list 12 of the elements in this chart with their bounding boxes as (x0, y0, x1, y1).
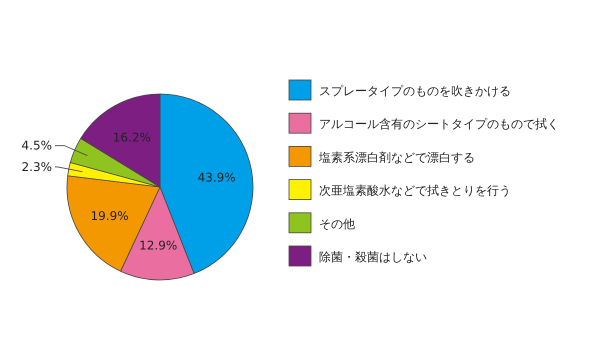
legend-label: スプレータイプのものを吹きかける (319, 84, 511, 98)
legend-label: その他 (319, 216, 355, 231)
data-label: 4.5% (22, 138, 52, 153)
data-label: 19.9% (90, 208, 129, 223)
legend-label: 塩素系漂白剤などで漂白する (318, 150, 475, 164)
legend-label: 除菌・殺菌はしない (319, 250, 427, 264)
legend-label: アルコール含有のシートタイプのもので拭く (319, 117, 559, 132)
data-label: 16.2% (112, 130, 151, 145)
data-label: 43.9% (198, 170, 236, 184)
legend-label: 次亜塩素酸水などで拭きとりを行う (319, 184, 511, 198)
data-label: 12.9% (139, 238, 178, 253)
data-label: 2.3% (22, 160, 52, 174)
